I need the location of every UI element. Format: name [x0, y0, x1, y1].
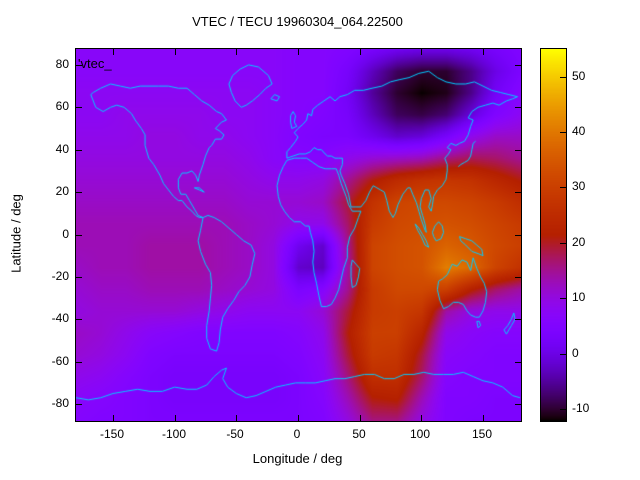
- x-tick-mark: [483, 415, 484, 421]
- plot-area: 'vtec_: [75, 48, 522, 422]
- y-tick-mark: [515, 150, 521, 151]
- y-tick-mark: [515, 319, 521, 320]
- x-tick-mark: [175, 49, 176, 55]
- colorbar-tick-mark: [560, 409, 566, 410]
- x-tick-mark: [298, 49, 299, 55]
- colorbar-tick-mark: [560, 354, 566, 355]
- heatmap-canvas: [76, 49, 521, 421]
- y-tick-mark: [76, 235, 82, 236]
- colorbar-tick-label: 0: [572, 346, 579, 360]
- y-tick-label: -20: [51, 269, 69, 283]
- y-tick-label: 20: [55, 184, 69, 198]
- y-tick-label: 80: [55, 57, 69, 71]
- x-tick-mark: [236, 415, 237, 421]
- colorbar-tick-mark: [560, 243, 566, 244]
- colorbar: [540, 48, 567, 422]
- x-tick-mark: [421, 49, 422, 55]
- y-tick-mark: [515, 404, 521, 405]
- x-tick-mark: [483, 49, 484, 55]
- x-tick-mark: [360, 49, 361, 55]
- colorbar-tick-mark: [560, 187, 566, 188]
- x-tick-label: -150: [99, 427, 125, 441]
- x-tick-label: -100: [161, 427, 187, 441]
- x-tick-mark: [298, 415, 299, 421]
- y-tick-label: 0: [62, 227, 69, 241]
- y-tick-label: 40: [55, 142, 69, 156]
- colorbar-tick-label: -10: [572, 401, 590, 415]
- y-tick-mark: [76, 404, 82, 405]
- y-tick-mark: [76, 150, 82, 151]
- x-tick-label: 0: [293, 427, 301, 441]
- x-tick-mark: [236, 49, 237, 55]
- y-tick-mark: [515, 65, 521, 66]
- y-tick-mark: [76, 277, 82, 278]
- chart-title: VTEC / TECU 19960304_064.22500: [192, 14, 403, 29]
- y-tick-mark: [76, 192, 82, 193]
- x-tick-mark: [113, 49, 114, 55]
- x-tick-label: 150: [471, 427, 493, 441]
- y-tick-mark: [76, 107, 82, 108]
- y-tick-label: -80: [51, 396, 69, 410]
- y-tick-mark: [515, 192, 521, 193]
- x-tick-label: 100: [409, 427, 431, 441]
- x-tick-mark: [113, 415, 114, 421]
- y-tick-mark: [76, 319, 82, 320]
- y-tick-mark: [515, 235, 521, 236]
- x-tick-label: 50: [352, 427, 366, 441]
- colorbar-tick-label: 30: [572, 179, 586, 193]
- x-tick-mark: [360, 415, 361, 421]
- y-tick-mark: [515, 362, 521, 363]
- y-tick-label: -60: [51, 354, 69, 368]
- y-tick-mark: [76, 65, 82, 66]
- colorbar-tick-label: 10: [572, 290, 586, 304]
- colorbar-tick-mark: [560, 298, 566, 299]
- colorbar-tick-label: 50: [572, 69, 586, 83]
- key-label: 'vtec_: [78, 56, 112, 71]
- colorbar-gradient: [541, 49, 566, 421]
- colorbar-tick-mark: [560, 77, 566, 78]
- y-tick-label: -40: [51, 311, 69, 325]
- y-tick-mark: [515, 277, 521, 278]
- x-tick-mark: [175, 415, 176, 421]
- y-tick-label: 60: [55, 99, 69, 113]
- colorbar-tick-mark: [560, 132, 566, 133]
- y-tick-mark: [76, 362, 82, 363]
- x-axis-label: Longitude / deg: [252, 451, 343, 466]
- colorbar-tick-label: 40: [572, 124, 586, 138]
- y-tick-mark: [515, 107, 521, 108]
- x-tick-mark: [421, 415, 422, 421]
- x-tick-label: -50: [226, 427, 244, 441]
- colorbar-tick-label: 20: [572, 235, 586, 249]
